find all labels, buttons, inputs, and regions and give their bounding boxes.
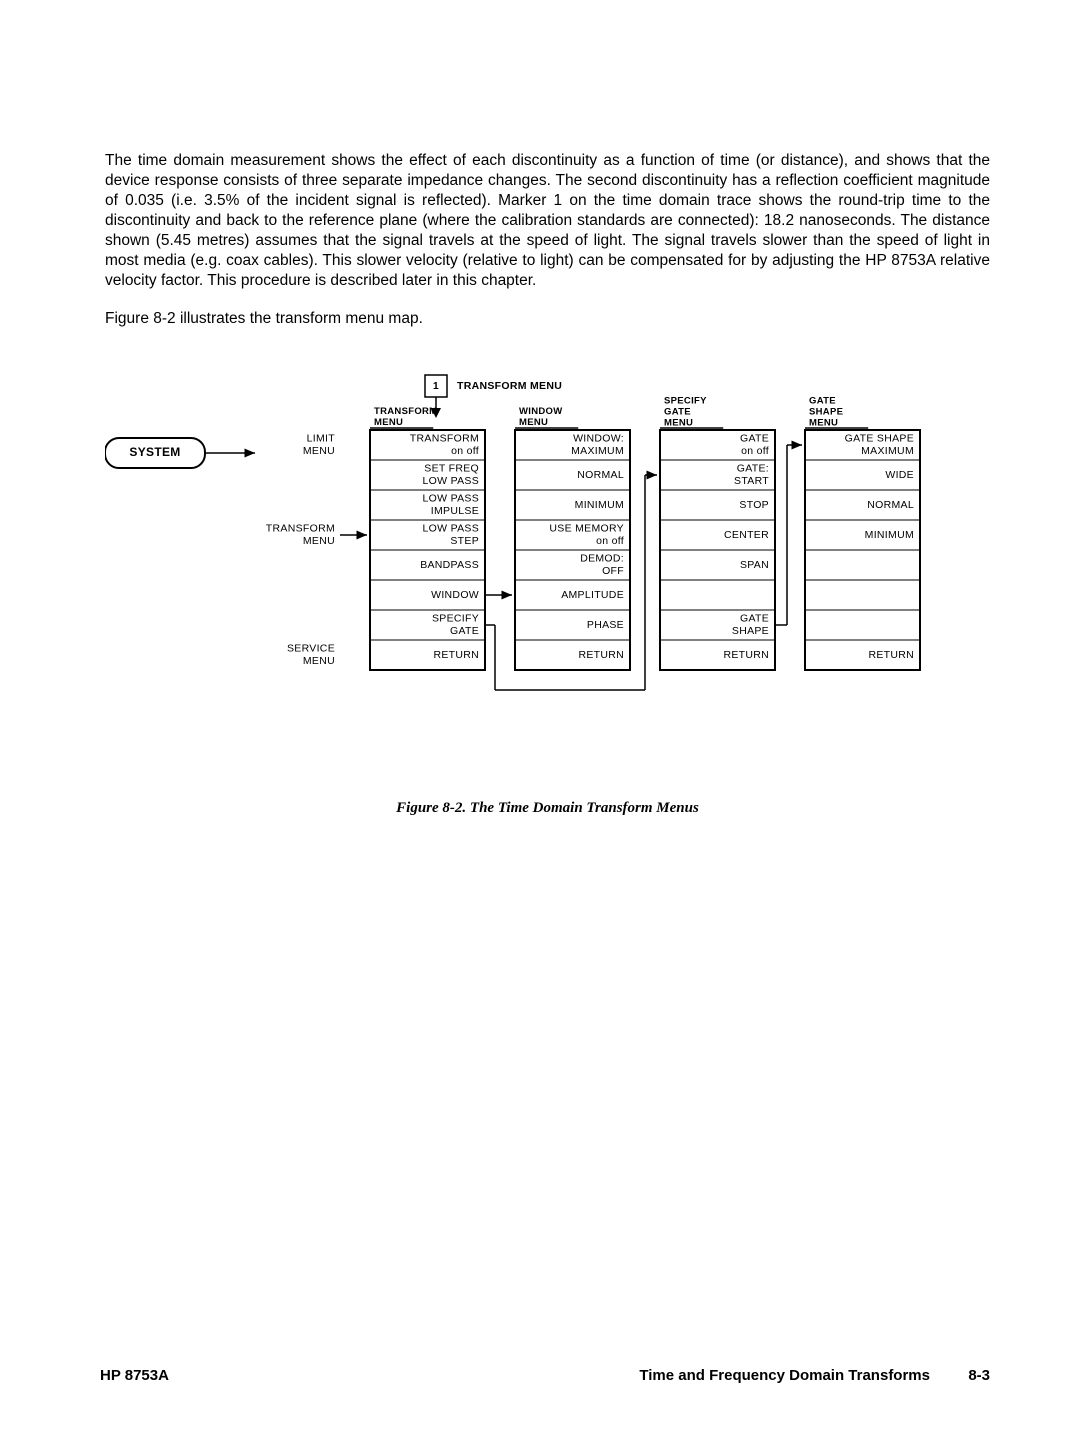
svg-text:SPECIFY: SPECIFY xyxy=(664,395,707,406)
svg-text:MINIMUM: MINIMUM xyxy=(865,528,914,540)
svg-text:on off: on off xyxy=(596,534,624,546)
svg-text:PHASE: PHASE xyxy=(587,618,624,630)
svg-text:NORMAL: NORMAL xyxy=(577,468,624,480)
svg-text:STEP: STEP xyxy=(450,534,479,546)
figure-reference: Figure 8-2 illustrates the transform men… xyxy=(105,309,990,329)
svg-text:MENU: MENU xyxy=(303,654,335,666)
svg-text:LOW PASS: LOW PASS xyxy=(423,522,479,534)
svg-text:IMPULSE: IMPULSE xyxy=(431,504,479,516)
svg-text:GATE: GATE xyxy=(740,612,769,624)
svg-text:RETURN: RETURN xyxy=(578,648,624,660)
svg-text:GATE: GATE xyxy=(664,406,691,417)
svg-text:STOP: STOP xyxy=(739,498,769,510)
svg-text:RETURN: RETURN xyxy=(723,648,769,660)
page: The time domain measurement shows the ef… xyxy=(0,0,1080,1434)
svg-text:MENU: MENU xyxy=(809,417,838,428)
svg-text:SHAPE: SHAPE xyxy=(732,624,769,636)
svg-text:TRANSFORM MENU: TRANSFORM MENU xyxy=(457,379,562,391)
svg-text:OFF: OFF xyxy=(602,564,624,576)
svg-text:GATE: GATE xyxy=(809,395,836,406)
svg-text:LOW PASS: LOW PASS xyxy=(423,474,479,486)
svg-text:MAXIMUM: MAXIMUM xyxy=(571,444,624,456)
body-paragraph: The time domain measurement shows the ef… xyxy=(105,151,990,292)
svg-text:MINIMUM: MINIMUM xyxy=(575,498,624,510)
svg-text:WIDE: WIDE xyxy=(885,468,914,480)
svg-text:RETURN: RETURN xyxy=(433,648,479,660)
svg-text:GATE: GATE xyxy=(450,624,479,636)
svg-text:MENU: MENU xyxy=(374,417,403,428)
svg-text:TRANSFORM: TRANSFORM xyxy=(410,432,479,444)
svg-text:GATE SHAPE: GATE SHAPE xyxy=(845,432,914,444)
svg-text:CENTER: CENTER xyxy=(724,528,769,540)
svg-text:MENU: MENU xyxy=(519,417,548,428)
svg-text:SET FREQ: SET FREQ xyxy=(424,462,479,474)
svg-text:SPAN: SPAN xyxy=(740,558,769,570)
svg-text:MENU: MENU xyxy=(664,417,693,428)
figure-caption: Figure 8-2. The Time Domain Transform Me… xyxy=(105,800,990,817)
svg-text:on off: on off xyxy=(741,444,769,456)
svg-text:GATE:: GATE: xyxy=(737,462,769,474)
svg-text:AMPLITUDE: AMPLITUDE xyxy=(561,588,624,600)
svg-text:LIMIT: LIMIT xyxy=(307,432,336,444)
svg-text:MENU: MENU xyxy=(303,534,335,546)
svg-text:NORMAL: NORMAL xyxy=(867,498,914,510)
svg-text:LOW PASS: LOW PASS xyxy=(423,492,479,504)
footer-title: Time and Frequency Domain Transforms xyxy=(639,1367,930,1384)
svg-text:MENU: MENU xyxy=(303,444,335,456)
svg-text:SPECIFY: SPECIFY xyxy=(432,612,479,624)
svg-text:1: 1 xyxy=(433,379,439,391)
svg-text:TRANSFORM: TRANSFORM xyxy=(374,406,437,417)
page-footer: HP 8753A Time and Frequency Domain Trans… xyxy=(100,1367,990,1384)
menu-diagram: 1TRANSFORM MENUTRANSFORMMENUWINDOWMENUSP… xyxy=(105,370,985,770)
svg-text:WINDOW:: WINDOW: xyxy=(573,432,624,444)
svg-text:RETURN: RETURN xyxy=(868,648,914,660)
svg-text:USE MEMORY: USE MEMORY xyxy=(549,522,624,534)
svg-text:WINDOW: WINDOW xyxy=(519,406,562,417)
svg-text:BANDPASS: BANDPASS xyxy=(420,558,479,570)
svg-text:SYSTEM: SYSTEM xyxy=(129,445,180,459)
svg-text:GATE: GATE xyxy=(740,432,769,444)
svg-text:START: START xyxy=(734,474,769,486)
footer-page: 8-3 xyxy=(968,1367,990,1384)
svg-text:DEMOD:: DEMOD: xyxy=(580,552,624,564)
svg-text:TRANSFORM: TRANSFORM xyxy=(266,522,335,534)
svg-text:SHAPE: SHAPE xyxy=(809,406,843,417)
svg-text:MAXIMUM: MAXIMUM xyxy=(861,444,914,456)
svg-text:WINDOW: WINDOW xyxy=(431,588,479,600)
footer-model: HP 8753A xyxy=(100,1367,169,1384)
svg-text:SERVICE: SERVICE xyxy=(287,642,335,654)
svg-text:on off: on off xyxy=(451,444,479,456)
